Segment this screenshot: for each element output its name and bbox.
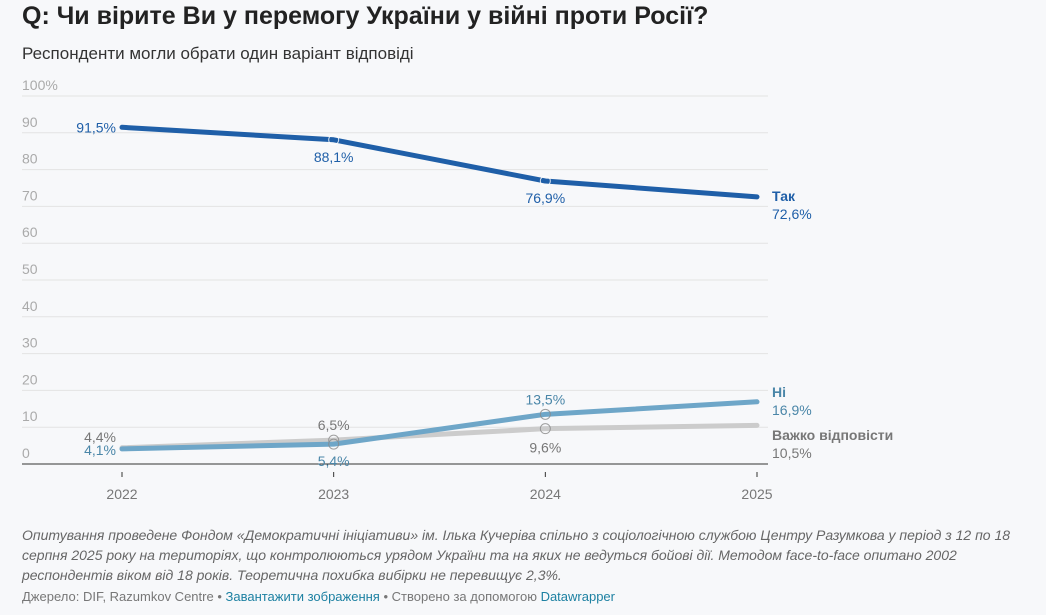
data-label: 5,4% [318, 453, 350, 469]
y-tick-label: 90 [22, 114, 38, 130]
data-label: 76,9% [525, 190, 565, 206]
data-point [539, 408, 551, 420]
series-line-0 [119, 124, 760, 200]
y-tick-label: 80 [22, 151, 38, 167]
y-tick-label: 100% [22, 77, 58, 93]
data-label: 4,4% [84, 429, 116, 445]
x-tick-label: 2022 [106, 486, 137, 502]
line-chart: 0 10 20 30 40 50 60 70 80 90 100% 2022 2023 2024 2025 9… [22, 77, 893, 502]
data-label: 4,1% [84, 442, 116, 458]
y-tick-label: 60 [22, 224, 38, 240]
footer: Джерело: DIF, Razumkov Centre • Завантаж… [22, 589, 615, 604]
data-label: 91,5% [76, 119, 116, 135]
methodology-note: Опитування проведене Фондом «Демократичн… [22, 527, 1011, 583]
series-end-value: 16,9% [772, 402, 812, 418]
series-name-label: Важко відповісти [772, 427, 893, 443]
data-point [328, 134, 340, 146]
chart-title: Q: Чи вірите Ви у перемогу України у вій… [22, 2, 709, 30]
separator: • [213, 589, 226, 604]
datawrapper-link[interactable]: Datawrapper [540, 589, 615, 604]
y-tick-label: 40 [22, 298, 38, 314]
x-tick-label: 2023 [318, 486, 349, 502]
source: Джерело: DIF, Razumkov Centre [22, 589, 214, 604]
data-label: 9,6% [529, 440, 561, 456]
series-end-value: 10,5% [772, 445, 812, 461]
series-end-value: 72,6% [772, 206, 812, 222]
y-tick-label: 10 [22, 408, 38, 424]
y-tick-label: 20 [22, 371, 38, 387]
series-name-label: Ні [772, 384, 786, 400]
chart-subtitle: Респонденти могли обрати один варіант ві… [22, 44, 414, 63]
created-with: • Створено за допомогою [379, 589, 541, 604]
series-line-1 [119, 399, 760, 452]
series-line-2 [119, 422, 760, 451]
x-tick-label: 2024 [530, 486, 561, 502]
download-image-link[interactable]: Завантажити зображення [225, 589, 380, 604]
y-tick-label: 30 [22, 335, 38, 351]
series-name-label: Так [772, 188, 796, 204]
data-point [539, 175, 551, 187]
data-label: 88,1% [314, 149, 354, 165]
data-label: 13,5% [525, 391, 565, 407]
data-label: 6,5% [318, 417, 350, 433]
data-point [539, 423, 551, 435]
x-tick-label: 2025 [741, 486, 772, 502]
y-tick-label: 0 [22, 445, 30, 461]
y-tick-label: 70 [22, 187, 38, 203]
data-point [328, 438, 340, 450]
y-tick-label: 50 [22, 261, 38, 277]
